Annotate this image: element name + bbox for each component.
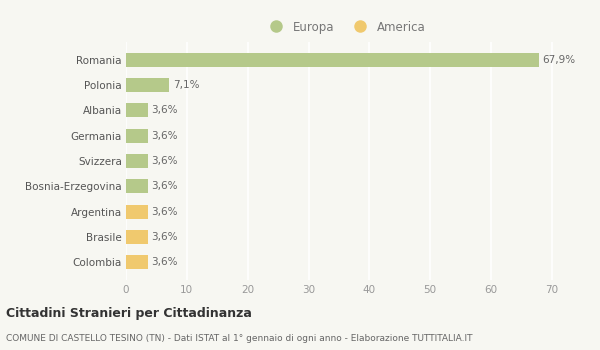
Text: 3,6%: 3,6% (152, 257, 178, 267)
Bar (126, 255, 148, 269)
Text: 3,6%: 3,6% (152, 181, 178, 191)
Text: 7,1%: 7,1% (173, 80, 199, 90)
Bar (126, 230, 148, 244)
Bar (126, 154, 148, 168)
Text: 3,6%: 3,6% (152, 206, 178, 217)
Bar (126, 129, 148, 143)
Bar (126, 78, 169, 92)
Text: 67,9%: 67,9% (543, 55, 576, 65)
Text: Cittadini Stranieri per Cittadinanza: Cittadini Stranieri per Cittadinanza (6, 307, 252, 320)
Bar (126, 104, 148, 117)
Text: COMUNE DI CASTELLO TESINO (TN) - Dati ISTAT al 1° gennaio di ogni anno - Elabora: COMUNE DI CASTELLO TESINO (TN) - Dati IS… (6, 334, 473, 343)
Text: 3,6%: 3,6% (152, 105, 178, 116)
Text: 3,6%: 3,6% (152, 131, 178, 141)
Legend: Europa, America: Europa, America (261, 17, 429, 37)
Text: 3,6%: 3,6% (152, 232, 178, 242)
Bar (126, 53, 539, 67)
Bar (126, 179, 148, 193)
Text: 3,6%: 3,6% (152, 156, 178, 166)
Bar (126, 205, 148, 218)
